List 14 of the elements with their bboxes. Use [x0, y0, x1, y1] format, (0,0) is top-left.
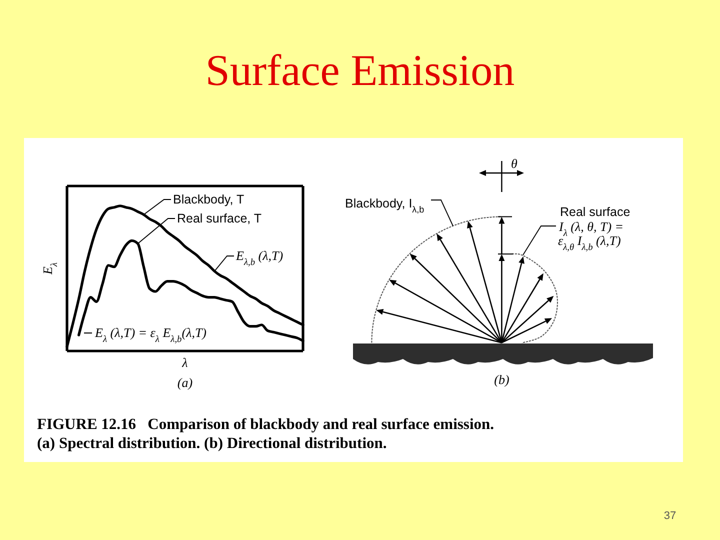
- text: Real surface, T: [177, 212, 262, 226]
- chart-title: Surface Emission: [205, 46, 515, 95]
- text: θ: [511, 156, 518, 171]
- legend-label: Blackbody, T: [173, 192, 244, 206]
- x-axis-title: λ: [181, 355, 188, 370]
- annotation: E$_{λ}$ (λ,T) = ε$_{λ}$ E$_{λ,b}$(λ,T): [94, 325, 207, 345]
- text: Real surface: [560, 205, 630, 219]
- annotation: E$_{λ,b}$ (λ,T): [235, 248, 284, 268]
- text: (a) Spectral distribution. (b) Directional distribution.: [37, 435, 387, 452]
- text: Blackbody, I$_{λ,b}$: [345, 196, 424, 214]
- text: 37: [664, 510, 676, 522]
- text: (a): [177, 375, 193, 390]
- text: (b): [494, 372, 510, 387]
- caption: FIGURE 12.16 Comparison of blackbody and real surface emission.: [37, 416, 494, 433]
